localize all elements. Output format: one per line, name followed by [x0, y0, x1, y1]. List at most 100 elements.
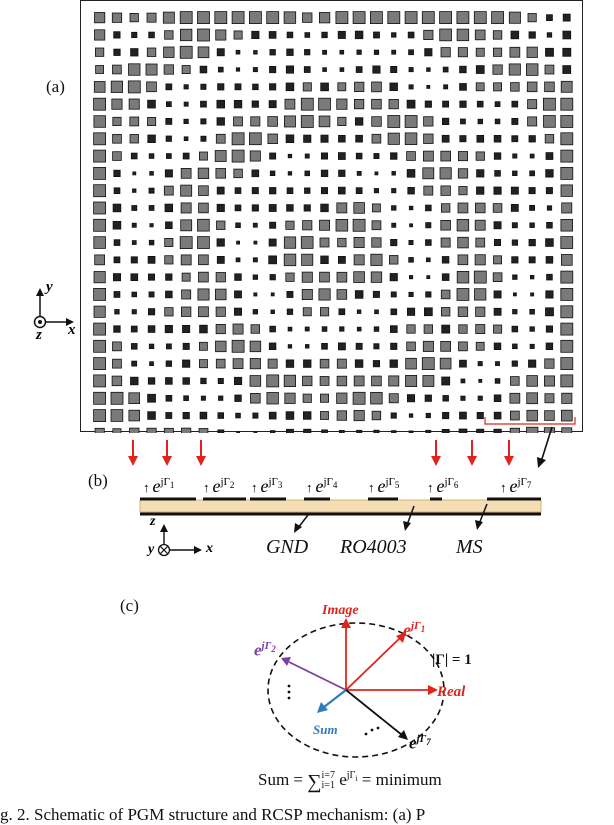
metasurface-cell: [214, 288, 227, 301]
metasurface-cell: [321, 342, 328, 350]
metasurface-cell: [424, 48, 433, 57]
metasurface-cell: [283, 253, 297, 267]
phase-label-6: ↑ ejΓ6: [427, 476, 459, 496]
metasurface-cell: [371, 98, 382, 110]
metasurface-cell: [409, 223, 414, 228]
metasurface-cell: [181, 427, 192, 433]
metasurface-cell: [408, 239, 414, 245]
metasurface-cell: [442, 100, 450, 108]
metasurface-cell: [478, 378, 483, 383]
metasurface-cell: [336, 202, 348, 214]
metasurface-cell: [526, 46, 538, 58]
metasurface-cell: [441, 324, 451, 334]
metasurface-cell: [112, 220, 122, 230]
metasurface-cell: [93, 374, 107, 388]
sum-vector-label: Sum: [313, 722, 338, 737]
metasurface-cell: [355, 152, 363, 160]
metasurface-cell: [526, 392, 539, 405]
metasurface-cell: [408, 49, 414, 56]
metasurface-cell: [337, 152, 346, 160]
coordinate-axes-a: [33, 288, 74, 329]
metasurface-cell: [182, 152, 190, 160]
metasurface-cell: [457, 306, 469, 317]
metasurface-cell: [493, 307, 502, 316]
metasurface-cell: [336, 358, 347, 369]
metasurface-cell: [460, 395, 466, 401]
metasurface-cell: [94, 47, 105, 57]
metasurface-cell: [387, 132, 400, 145]
metasurface-cell: [373, 326, 380, 332]
metasurface-cell: [253, 240, 258, 245]
metasurface-cell: [285, 272, 295, 282]
metasurface-cell: [511, 100, 519, 108]
metasurface-cell: [389, 359, 398, 368]
metasurface-cell: [302, 82, 312, 92]
metasurface-cell: [509, 46, 521, 58]
metasurface-cell: [93, 271, 106, 284]
metasurface-cell: [285, 134, 295, 143]
metasurface-cell: [544, 358, 555, 369]
metasurface-cell: [268, 255, 277, 265]
metasurface-cell: [215, 306, 226, 317]
metasurface-cell: [494, 378, 501, 384]
metasurface-cell: [543, 115, 556, 128]
metasurface-cell: [197, 11, 210, 25]
metasurface-cell: [354, 81, 365, 92]
metasurface-cell: [198, 185, 209, 196]
metasurface-cell: [425, 291, 432, 298]
magnitude-label: |Γ| = 1: [432, 652, 472, 668]
metasurface-cell: [249, 375, 262, 387]
metasurface-cell: [286, 308, 294, 315]
metasurface-cell: [183, 118, 189, 124]
metasurface-cell: [318, 97, 331, 111]
metasurface-cell: [353, 99, 365, 110]
metasurface-cell: [354, 359, 364, 368]
metasurface-cell: [250, 116, 261, 127]
metasurface-cell: [234, 187, 242, 194]
metasurface-cell: [268, 411, 277, 420]
axis-z-label-b: z: [150, 514, 156, 529]
metasurface-cell: [234, 83, 242, 91]
axis-y-label-a: y: [46, 279, 53, 295]
metasurface-cell: [304, 32, 311, 38]
metasurface-cell: [356, 170, 362, 176]
metasurface-cell: [216, 99, 225, 109]
metasurface-cell: [320, 169, 329, 178]
metasurface-cell: [128, 63, 141, 76]
metasurface-cell: [459, 135, 467, 143]
metasurface-cell: [197, 288, 210, 301]
metasurface-cell: [374, 309, 379, 315]
metasurface-cell: [147, 99, 156, 109]
metasurface-cell: [352, 11, 366, 25]
metasurface-cell: [180, 202, 192, 214]
phase-label-4: ↑ ejΓ4: [306, 476, 338, 496]
metasurface-cell: [391, 188, 397, 194]
phase-label-3: ↑ ejΓ3: [251, 476, 283, 496]
metasurface-cell: [459, 411, 467, 420]
metasurface-cell: [93, 201, 107, 215]
metasurface-cell: [164, 307, 174, 317]
metasurface-cell: [130, 152, 138, 160]
metasurface-cell: [303, 359, 312, 368]
metasurface-cell: [544, 81, 555, 93]
metasurface-cell: [352, 218, 366, 232]
metasurface-cell: [93, 322, 107, 336]
metasurface-cell: [473, 11, 487, 25]
metasurface-cell: [561, 392, 573, 404]
metasurface-cell: [200, 377, 207, 385]
metasurface-cell: [147, 393, 156, 403]
metasurface-cell: [302, 411, 312, 420]
metasurface-cell: [267, 358, 278, 369]
metasurface-cell: [110, 80, 124, 93]
metasurface-cell: [132, 188, 137, 193]
metasurface-cell: [250, 324, 261, 334]
metasurface-cell: [545, 152, 554, 160]
metasurface-cell: [183, 84, 189, 90]
metasurface-cell: [179, 45, 193, 59]
metasurface-cell: [217, 377, 224, 384]
metasurface-cell: [526, 375, 538, 387]
metasurface-cell: [252, 83, 259, 91]
metasurface-cell: [148, 239, 155, 246]
metasurface-cell: [459, 65, 467, 74]
